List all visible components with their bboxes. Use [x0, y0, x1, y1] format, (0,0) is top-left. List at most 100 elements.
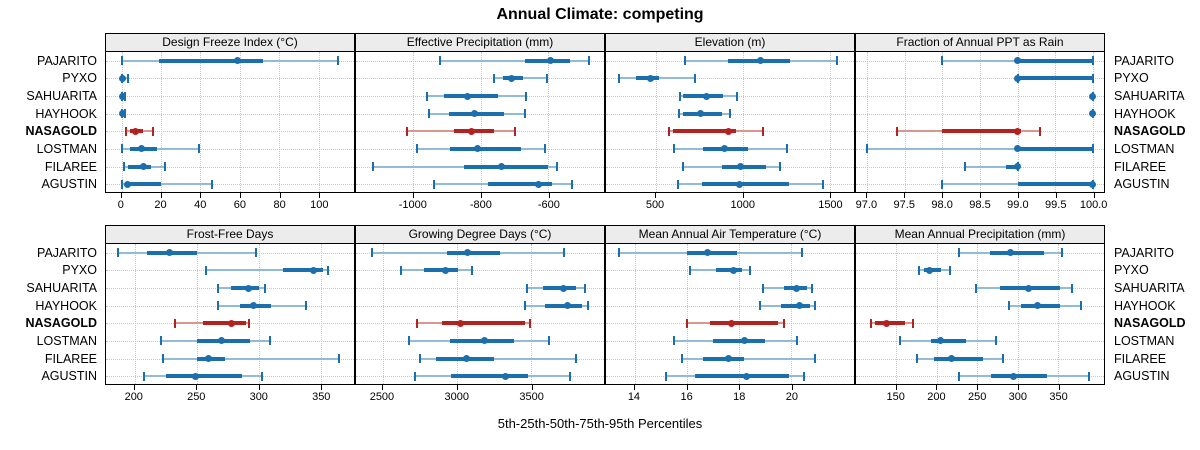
whisker-cap-low: [681, 162, 684, 172]
whisker-cap-low: [672, 144, 675, 154]
whisker-cap-high: [587, 56, 590, 66]
axis-tick-label: 300: [1008, 391, 1028, 403]
whisker-cap-high: [555, 162, 558, 172]
gridline-v: [655, 52, 657, 192]
whisker-cap-low: [427, 109, 430, 119]
site-label-filaree: FILAREE: [44, 351, 97, 366]
whisker-cap-low: [124, 126, 127, 136]
axis-tick: [830, 193, 832, 198]
whisker-cap-low: [759, 301, 762, 311]
panel-plot: [355, 52, 605, 193]
whisker-cap-high: [263, 283, 266, 293]
whisker-line: [163, 357, 340, 360]
whisker-cap-low: [408, 336, 411, 346]
axis-tick-label: -800: [469, 199, 492, 211]
whisker-cap-low: [974, 283, 977, 293]
iqr-bar: [442, 321, 526, 326]
axis-tick-label: 98.0: [931, 199, 953, 211]
panel-title: Mean Annual Precipitation (mm): [894, 227, 1066, 241]
whisker-cap-high: [545, 73, 548, 83]
median-dot: [697, 110, 705, 118]
median-dot: [463, 355, 471, 363]
axis-tick: [160, 193, 162, 198]
median-dot: [137, 145, 145, 153]
median-dot: [534, 180, 542, 188]
gridline-v: [318, 52, 320, 192]
whisker-line: [206, 269, 328, 272]
whisker-cap-high: [261, 371, 264, 381]
site-label-pajarito: PAJARITO: [37, 245, 97, 260]
axis-tick: [980, 193, 981, 198]
whisker-cap-low: [957, 248, 960, 258]
whisker-cap-high: [326, 265, 329, 275]
panel-mean-annual-air-temperature-c: Mean Annual Air Temperature (°C) 14 16 18 20: [605, 225, 855, 407]
whisker-cap-low: [415, 318, 418, 328]
gridline-v: [634, 244, 636, 384]
axis-tick: [1017, 385, 1019, 390]
whisker-cap-high: [785, 144, 788, 154]
whisker-cap-high: [1039, 126, 1042, 136]
whisker-cap-high: [761, 126, 764, 136]
whisker-cap-low: [143, 371, 146, 381]
whisker-cap-high: [304, 301, 307, 311]
median-dot: [473, 145, 481, 153]
axis-tick: [412, 193, 414, 198]
x-axis: 200 250 300 350: [105, 385, 355, 407]
panel-growing-degree-days-c: Growing Degree Days (°C) 2500 3000 3500: [355, 225, 605, 407]
iqr-bar: [1006, 164, 1018, 169]
gridline-v: [239, 52, 241, 192]
whisker-cap-low: [415, 144, 418, 154]
iqr-bar: [159, 58, 264, 63]
axis-tick-label: 250: [967, 391, 987, 403]
axis-tick: [686, 385, 688, 390]
axis-tick-label: 20: [785, 391, 798, 403]
gridline-v: [942, 52, 944, 192]
iqr-bar: [127, 164, 152, 169]
iqr-bar: [125, 182, 162, 187]
median-dot: [559, 284, 567, 292]
axis-tick-label: 3000: [444, 391, 470, 403]
median-dot: [205, 355, 213, 363]
median-dot: [119, 110, 127, 118]
median-dot: [1010, 372, 1018, 380]
gridline-h: [856, 305, 1104, 307]
median-dot: [463, 92, 471, 100]
panel-mean-annual-precipitation-mm: Mean Annual Precipitation (mm) 150 200 250 3…: [855, 225, 1105, 407]
axis-tick: [319, 193, 321, 198]
median-dot: [234, 57, 242, 65]
whisker-cap-high: [735, 91, 738, 101]
whisker-cap-high: [836, 56, 839, 66]
axis-tick: [258, 385, 260, 390]
whisker-cap-high: [513, 126, 516, 136]
panel-header: Elevation (m): [605, 33, 855, 52]
iqr-bar: [710, 321, 779, 326]
whisker-cap-high: [568, 371, 571, 381]
site-label-pajarito: PAJARITO: [1114, 53, 1174, 68]
panel-title: Mean Annual Air Temperature (°C): [638, 227, 822, 241]
median-dot: [725, 127, 733, 135]
site-label-agustin: AGUSTIN: [41, 369, 97, 384]
whisker-cap-high: [528, 318, 531, 328]
whisker-cap-low: [915, 354, 918, 364]
gridline-h: [106, 78, 354, 80]
whisker-cap-high: [912, 318, 915, 328]
site-labels-left: PAJARITO PYXO SAHUARITA HAYHOOK NASAGOLD LOST…: [0, 52, 101, 193]
panel-design-freeze-index-c: Design Freeze Index (°C) 0 20 40 60 80 100: [105, 33, 355, 215]
median-dot: [795, 302, 803, 310]
site-label-nasagold: NASAGOLD: [1114, 124, 1186, 139]
site-label-lostman: LOSTMAN: [36, 141, 97, 156]
median-dot: [119, 92, 127, 100]
whisker-cap-low: [216, 283, 219, 293]
axis-tick: [936, 385, 938, 390]
iqr-bar: [875, 321, 906, 326]
panel-header: Growing Degree Days (°C): [355, 225, 605, 244]
axis-tick-label: 1500: [818, 199, 843, 211]
panel-frost-free-days: Frost-Free Days 200 250 300 350: [105, 225, 355, 407]
whisker-line: [964, 165, 1018, 168]
median-dot: [1025, 284, 1033, 292]
site-label-agustin: AGUSTIN: [1114, 369, 1170, 384]
panel-elevation-m: Elevation (m) 500 1000 1500: [605, 33, 855, 215]
gridline-v: [548, 52, 550, 192]
whisker-cap-low: [896, 126, 899, 136]
axis-tick-label: 97.0: [855, 199, 878, 211]
